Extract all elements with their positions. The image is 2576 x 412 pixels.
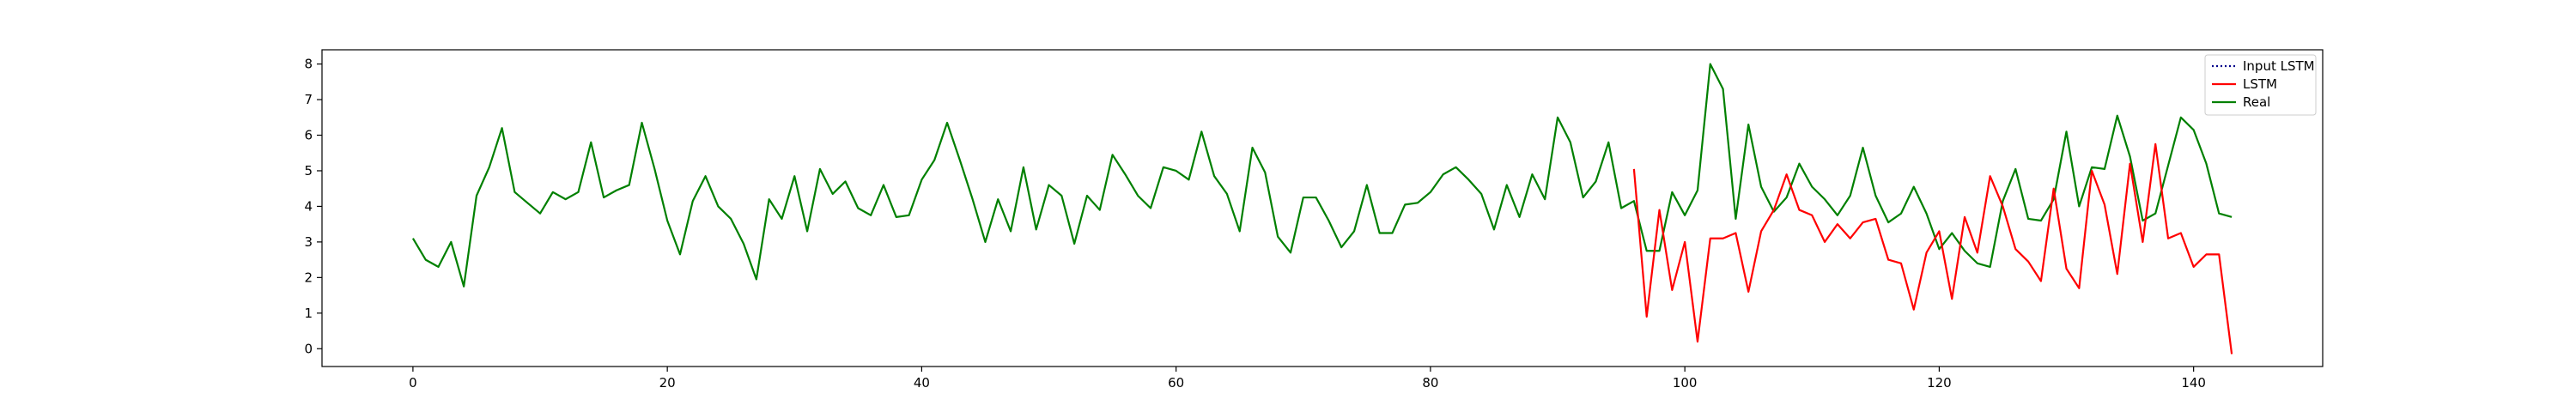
- x-tick-label: 0: [409, 375, 417, 391]
- x-tick-label: 40: [914, 375, 930, 391]
- x-tick-label: 140: [2181, 375, 2206, 391]
- series-line-real: [411, 63, 2233, 288]
- y-tick-label: 8: [304, 57, 313, 72]
- legend-label-lstm: LSTM: [2243, 76, 2277, 92]
- y-tick-label: 2: [304, 270, 313, 285]
- legend-label-real: Real: [2243, 94, 2270, 110]
- y-tick-label: 7: [304, 92, 313, 107]
- y-tick-label: 0: [304, 341, 313, 356]
- series-line-lstm: [1632, 142, 2233, 354]
- y-tick-label: 4: [304, 198, 313, 214]
- y-tick-label: 5: [304, 163, 313, 179]
- x-tick-label: 60: [1168, 375, 1184, 391]
- y-tick-label: 3: [304, 234, 313, 250]
- legend-label-input-lstm: Input LSTM: [2243, 58, 2315, 74]
- x-tick-label: 120: [1927, 375, 1952, 391]
- plot-area: 0 20 40 60 80 100 120 140 0 1 2 3 4 5 6 7 8 Input LSTM LST…: [304, 49, 2324, 391]
- legend-box: [2204, 54, 2317, 116]
- y-tick-label: 6: [304, 128, 313, 143]
- x-tick-label: 100: [1673, 375, 1698, 391]
- y-tick-label: 1: [304, 306, 313, 321]
- x-tick-label: 80: [1422, 375, 1438, 391]
- x-tick-label: 20: [659, 375, 676, 391]
- axes-frame: [321, 49, 2324, 367]
